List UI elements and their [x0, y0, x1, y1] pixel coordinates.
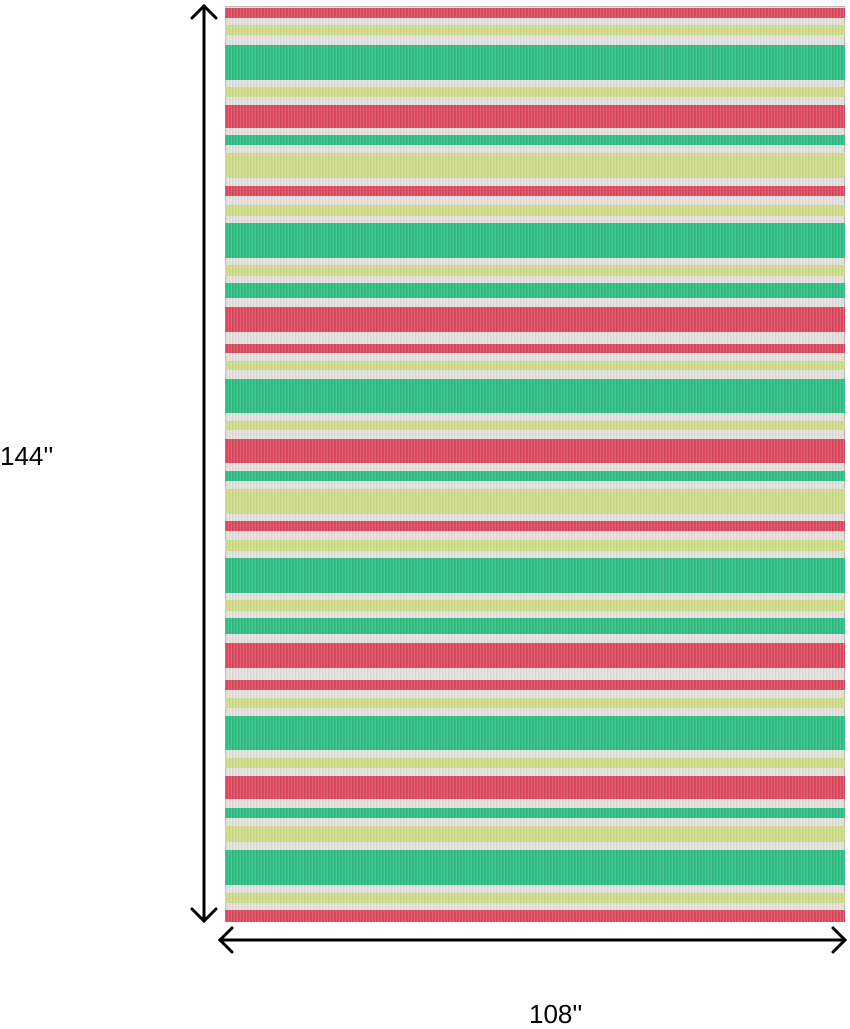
stripe-lime	[225, 25, 845, 35]
stripe-green	[225, 808, 845, 818]
stripe-lime	[225, 698, 845, 708]
stripe-red	[225, 186, 845, 196]
stripe-green	[225, 45, 845, 80]
stripe-lime	[225, 153, 845, 178]
stripe-green	[225, 471, 845, 481]
stripe-red	[225, 8, 845, 18]
stripe-red	[225, 910, 845, 922]
stripe-red	[225, 105, 845, 128]
stripe-lime	[225, 758, 845, 768]
stripe-green	[225, 223, 845, 258]
stripe-lime	[225, 826, 845, 842]
stripe-lime	[225, 600, 845, 611]
stripe-green	[225, 716, 845, 750]
stripe-lime	[225, 361, 845, 370]
stripe-red	[225, 307, 845, 332]
stripe-green	[225, 850, 845, 885]
stripe-green	[225, 283, 845, 298]
stripe-lime	[225, 540, 845, 551]
stripe-red	[225, 643, 845, 668]
stripe-lime	[225, 87, 845, 97]
stripe-green	[225, 618, 845, 634]
stripe-red	[225, 344, 845, 353]
stripe-red	[225, 776, 845, 799]
height-dimension-label: 144''	[0, 441, 54, 471]
stripe-red	[225, 680, 845, 690]
width-dimension-label: 108''	[529, 999, 583, 1029]
stripe-lime	[225, 205, 845, 216]
stripe-lime	[225, 265, 845, 276]
stripe-red	[225, 439, 845, 463]
stripe-green	[225, 379, 845, 413]
width-arrow	[217, 926, 848, 954]
height-arrow	[190, 3, 218, 924]
stripe-red	[225, 521, 845, 531]
stripe-lime	[225, 421, 845, 430]
stripe-lime	[225, 489, 845, 514]
stripe-green	[225, 135, 845, 145]
stripe-lime	[225, 893, 845, 903]
stripe-green	[225, 558, 845, 593]
